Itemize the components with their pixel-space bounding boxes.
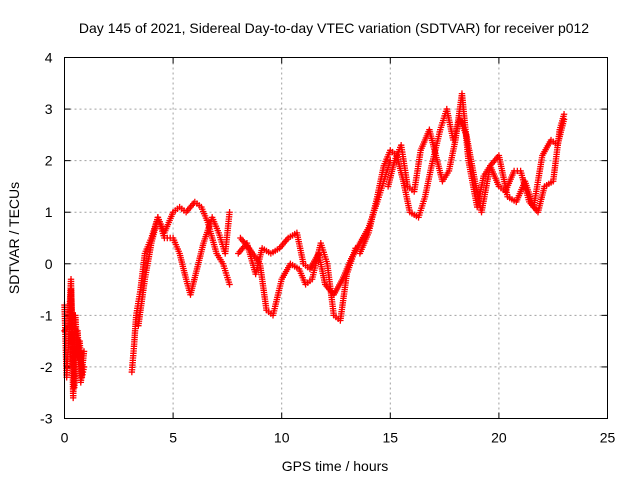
y-tick-label: 1	[45, 204, 53, 220]
y-tick-label: -1	[40, 307, 53, 323]
y-tick-label: 3	[45, 101, 53, 117]
y-tick-label: 4	[45, 50, 53, 66]
y-axis-label: SDTVAR / TECUs	[6, 182, 22, 294]
x-tick-label: 20	[491, 430, 507, 446]
y-tick-label: 2	[45, 153, 53, 169]
data-point	[226, 281, 233, 288]
data-point	[560, 111, 568, 118]
x-tick-label: 5	[169, 430, 177, 446]
x-tick-label: 0	[61, 430, 69, 446]
grid-lines	[64, 57, 608, 419]
x-tick-label: 10	[274, 430, 290, 446]
data-point	[80, 348, 88, 355]
plot-frame	[64, 57, 608, 419]
data-point	[226, 209, 233, 216]
x-tick-label: 25	[600, 430, 616, 446]
y-tick-label: 0	[45, 256, 53, 272]
axis-ticks	[64, 57, 608, 419]
y-tick-labels: -3 -2 -1 0 1 2 3 4	[40, 50, 53, 427]
data-points	[61, 90, 568, 402]
y-tick-label: -3	[40, 411, 53, 427]
chart-title: Day 145 of 2021, Sidereal Day-to-day VTE…	[79, 20, 589, 36]
x-tick-labels: 0 5 10 15 20 25	[61, 430, 616, 446]
y-tick-label: -2	[40, 359, 53, 375]
x-tick-label: 15	[383, 430, 399, 446]
x-axis-label: GPS time / hours	[282, 458, 389, 474]
